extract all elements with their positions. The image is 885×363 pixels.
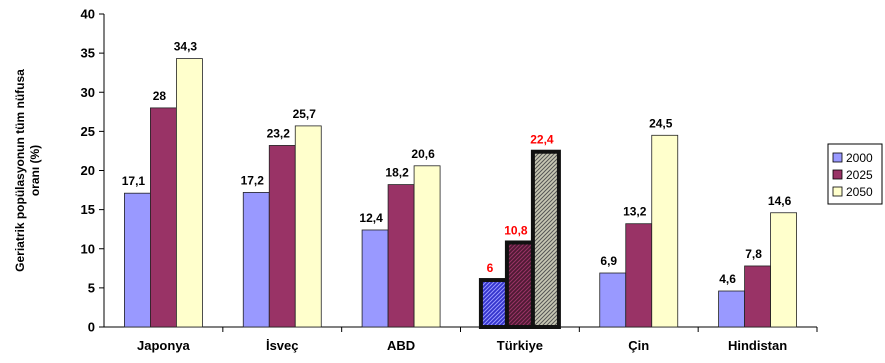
plot-area: 0 5 10 15 20 25 30 35 40 Japonya 17,1 28 34,3 İsveç 17… [81,7,818,353]
y-axis-title-line: oranı (%) [28,145,42,196]
bar [150,107,177,328]
y-axis-title: Geriatrik popülasyonun tüm nüfusa oranı (… [13,69,42,272]
data-label: 34,3 [174,40,198,54]
legend-label: 2050 [846,185,873,199]
legend-swatch [832,152,843,163]
x-tick-label: Türkiye [497,338,543,353]
bar [530,149,561,329]
y-tick-label: 5 [88,280,95,295]
bar [478,278,509,329]
legend-label: 2025 [846,168,873,182]
x-tick-label: Hindistan [728,338,787,353]
y-tick-label: 20 [81,163,95,178]
y-tick-label: 25 [81,124,95,139]
bar [242,192,270,328]
bar [268,145,296,328]
bar [599,272,627,328]
legend-label: 2000 [846,151,873,165]
data-label: 18,2 [385,166,409,180]
legend: 2000 2025 2050 [827,143,883,205]
data-label: 28 [153,89,167,103]
data-label: 7,8 [745,247,762,261]
data-label: 10,8 [504,223,528,237]
bar [718,290,745,328]
data-label: 13,2 [623,205,647,219]
y-tick-label: 30 [81,85,95,100]
bar [387,184,415,328]
data-label: 25,7 [293,107,317,121]
y-axis-title-line: Geriatrik popülasyonun tüm nüfusa [13,69,27,272]
legend-swatch [832,186,843,197]
bar [625,223,653,328]
bar [294,125,322,328]
data-label: 22,4 [530,133,554,147]
bar [504,240,535,330]
bar [413,165,441,328]
data-label: 20,6 [411,147,435,161]
y-tick-label: 40 [81,7,95,22]
bar [770,212,797,328]
y-tick-label: 0 [88,320,95,335]
data-label: 12,4 [359,211,383,225]
data-label: 14,6 [768,194,792,208]
data-label: 17,1 [122,174,146,188]
data-label: 6 [487,261,494,275]
x-tick-label: Çin [628,338,649,353]
bar [176,58,203,328]
x-tick-label: Japonya [137,338,191,353]
data-label: 6,9 [600,254,617,268]
y-tick-label: 10 [81,241,95,256]
data-label: 24,5 [649,116,673,130]
x-tick-label: ABD [387,338,415,353]
data-label: 4,6 [719,272,736,286]
bar [651,134,679,328]
y-tick-label: 35 [81,46,95,61]
data-label: 23,2 [267,126,291,140]
bar [361,229,389,328]
y-tick-label: 15 [81,202,95,217]
legend-swatch [832,169,843,180]
data-label: 17,2 [241,173,265,187]
bar [124,192,151,328]
bar [744,265,771,328]
x-tick-label: İsveç [266,338,299,353]
